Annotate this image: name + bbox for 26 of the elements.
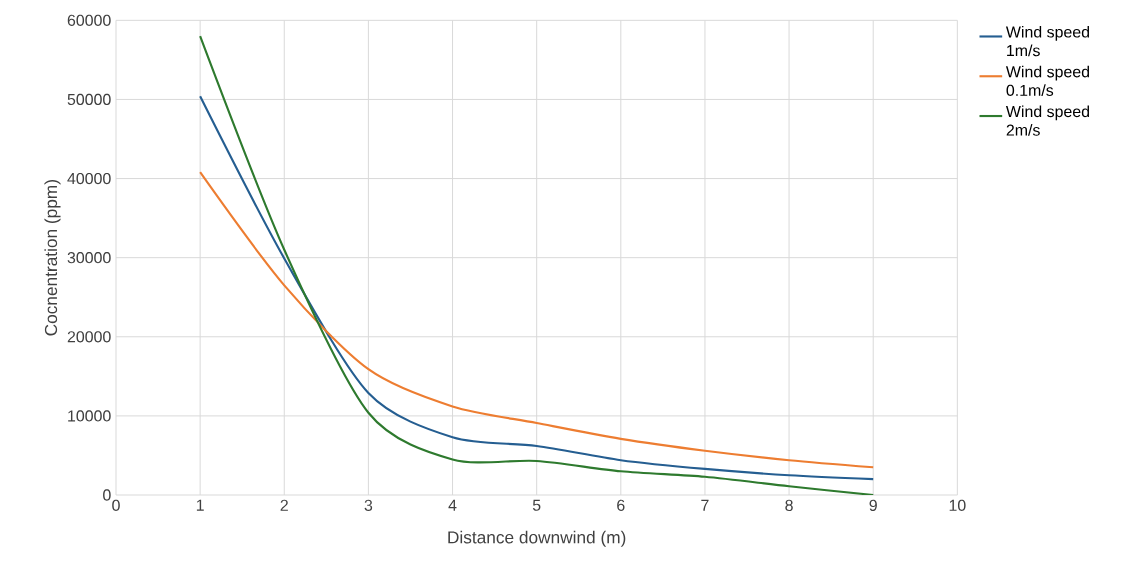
x-tick-label: 2: [280, 499, 288, 511]
legend-label: Wind speed 1m/s: [1005, 25, 1089, 57]
y-axis-title: Cocnentration (ppm): [44, 180, 61, 336]
x-tick-label: 9: [869, 499, 877, 511]
y-tick-label: 60000: [67, 14, 111, 26]
x-tick-label: 0: [112, 499, 120, 511]
line-series: [199, 95, 875, 481]
y-tick-label: 40000: [67, 172, 111, 185]
y-tick-label: 20000: [67, 331, 111, 343]
x-tick-label: 10: [949, 499, 966, 511]
x-tick-label: 1: [196, 499, 204, 511]
x-tick-label: 3: [364, 499, 373, 511]
legend-label: Wind speed 2m/s: [1005, 105, 1089, 136]
legend-label: Wind speed 0.1m/s: [1005, 65, 1089, 96]
x-axis-title: Distance downwind (m): [448, 530, 626, 547]
x-tick-label: 8: [785, 499, 793, 511]
y-tick-label: 10000: [68, 410, 111, 422]
line-series: [199, 35, 875, 495]
y-tick-label: 30000: [67, 252, 111, 264]
line-series: [199, 171, 875, 469]
y-tick-label: 0: [103, 489, 111, 501]
x-tick-label: 5: [532, 499, 541, 511]
x-tick-label: 7: [701, 499, 709, 511]
x-tick-label: 6: [617, 499, 625, 511]
y-tick-label: 50000: [67, 93, 111, 106]
x-tick-label: 4: [448, 499, 457, 511]
